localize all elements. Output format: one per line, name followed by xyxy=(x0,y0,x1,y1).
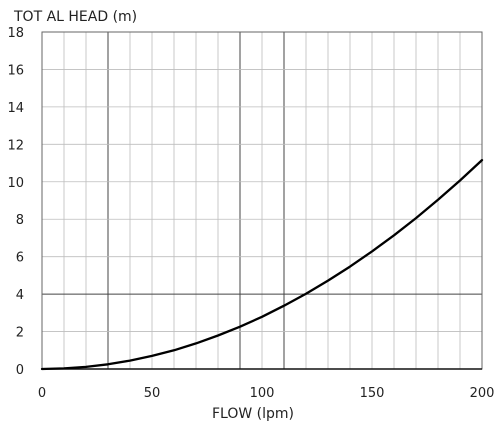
y-tick-label: 10 xyxy=(7,176,24,191)
y-tick-label: 18 xyxy=(7,26,24,41)
x-tick-label: 200 xyxy=(470,386,495,401)
series-layer xyxy=(40,158,484,371)
y-tick-label: 2 xyxy=(16,326,24,341)
x-tick-label: 50 xyxy=(144,386,161,401)
y-tick-label: 4 xyxy=(16,288,24,303)
y-tick-label: 16 xyxy=(7,63,24,78)
x-tick-labels: 0 50 100 150 200 xyxy=(38,386,495,401)
grid xyxy=(42,32,482,369)
x-tick-label: 100 xyxy=(250,386,275,401)
plot-frame xyxy=(41,31,483,370)
y-tick-label: 8 xyxy=(16,213,24,228)
y-axis-title: TOT AL HEAD (m) xyxy=(13,9,137,25)
y-tick-label: 0 xyxy=(16,363,24,378)
x-tick-label: 0 xyxy=(38,386,46,401)
y-tick-labels: 0 2 4 6 8 10 12 14 16 18 xyxy=(7,26,24,378)
y-tick-label: 12 xyxy=(7,138,24,153)
y-tick-label: 6 xyxy=(16,251,24,266)
x-tick-label: 150 xyxy=(360,386,385,401)
head-curve xyxy=(40,158,484,371)
x-axis-title: FLOW (lpm) xyxy=(212,406,294,422)
y-tick-label: 14 xyxy=(7,101,24,116)
